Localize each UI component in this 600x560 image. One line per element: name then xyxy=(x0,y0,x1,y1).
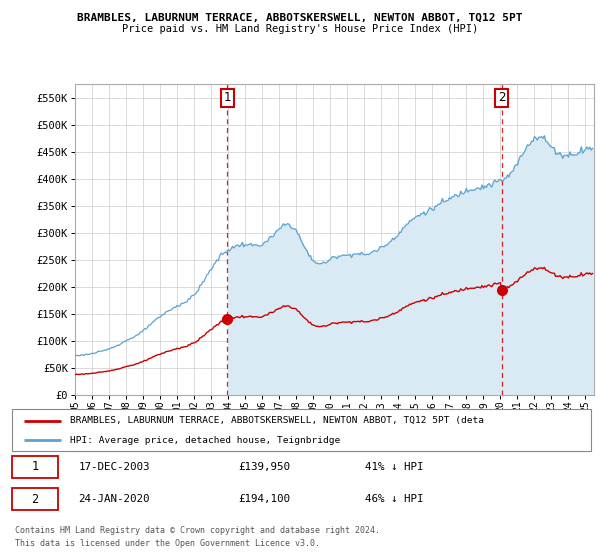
Text: £194,100: £194,100 xyxy=(238,494,290,504)
FancyBboxPatch shape xyxy=(12,488,58,510)
Text: HPI: Average price, detached house, Teignbridge: HPI: Average price, detached house, Teig… xyxy=(70,436,340,445)
FancyBboxPatch shape xyxy=(12,456,58,478)
Text: Contains HM Land Registry data © Crown copyright and database right 2024.: Contains HM Land Registry data © Crown c… xyxy=(15,526,380,535)
Text: 41% ↓ HPI: 41% ↓ HPI xyxy=(365,462,424,472)
Text: 46% ↓ HPI: 46% ↓ HPI xyxy=(365,494,424,504)
Text: Price paid vs. HM Land Registry's House Price Index (HPI): Price paid vs. HM Land Registry's House … xyxy=(122,24,478,34)
Text: 24-JAN-2020: 24-JAN-2020 xyxy=(79,494,150,504)
Text: 17-DEC-2003: 17-DEC-2003 xyxy=(79,462,150,472)
Text: 2: 2 xyxy=(32,493,39,506)
Text: BRAMBLES, LABURNUM TERRACE, ABBOTSKERSWELL, NEWTON ABBOT, TQ12 5PT (deta: BRAMBLES, LABURNUM TERRACE, ABBOTSKERSWE… xyxy=(70,416,484,425)
Text: 1: 1 xyxy=(32,460,39,473)
Text: 1: 1 xyxy=(224,91,231,105)
Text: This data is licensed under the Open Government Licence v3.0.: This data is licensed under the Open Gov… xyxy=(15,539,320,548)
Text: 2: 2 xyxy=(498,91,505,105)
Text: BRAMBLES, LABURNUM TERRACE, ABBOTSKERSWELL, NEWTON ABBOT, TQ12 5PT: BRAMBLES, LABURNUM TERRACE, ABBOTSKERSWE… xyxy=(77,12,523,22)
Text: £139,950: £139,950 xyxy=(238,462,290,472)
